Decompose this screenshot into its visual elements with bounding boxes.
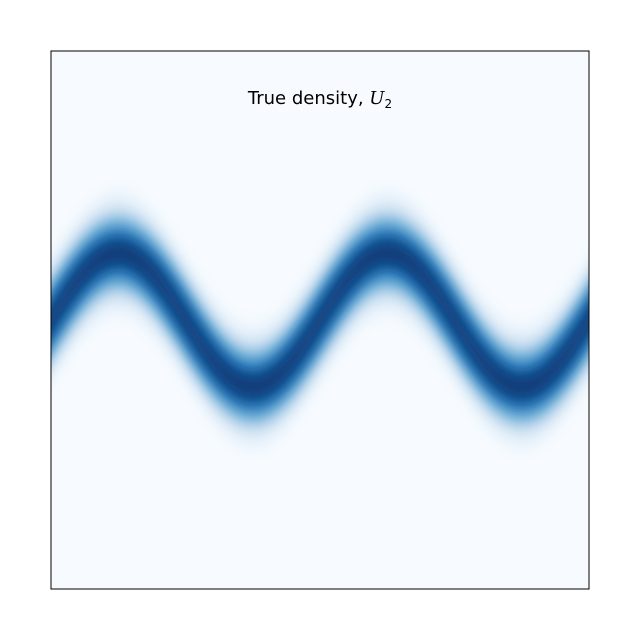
title-symbol: U (369, 88, 385, 109)
plot-frame (50, 50, 590, 590)
chart-title: True density, U2 (247, 88, 392, 111)
title-prefix: True density, (247, 88, 369, 109)
density-band (51, 186, 589, 454)
density-level-7 (51, 245, 589, 395)
title-subscript: 2 (384, 97, 392, 111)
